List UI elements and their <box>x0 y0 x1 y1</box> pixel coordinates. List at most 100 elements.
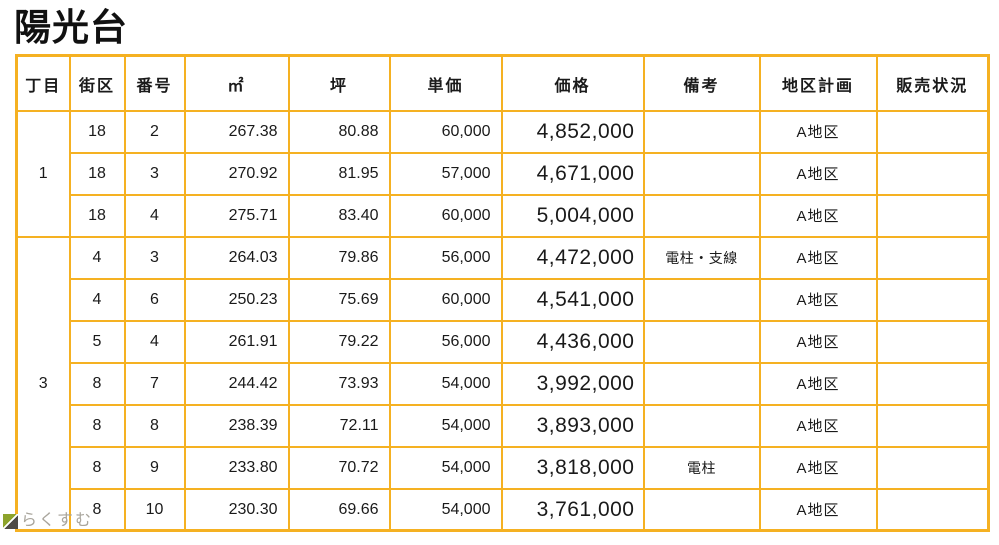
table-row: 8 10 230.30 69.66 54,000 3,761,000 A地区 <box>17 487 990 532</box>
cell-chome-group2: 3 <box>15 235 71 532</box>
cell-biko: 電柱 <box>642 445 761 490</box>
land-price-table: 丁目 街区 番号 ㎡ 坪 単価 価格 備考 地区計画 販売状況 1 18 2 2… <box>15 54 990 533</box>
cell-tsubo: 79.86 <box>287 235 391 280</box>
header-row: 丁目 街区 番号 ㎡ 坪 単価 価格 備考 地区計画 販売状況 <box>15 54 990 112</box>
cell-tsubo: 73.93 <box>287 361 391 406</box>
cell-gaiku: 18 <box>68 109 126 154</box>
cell-hanbai <box>875 193 990 238</box>
cell-tsubo: 83.40 <box>287 193 391 238</box>
table-row: 4 6 250.23 75.69 60,000 4,541,000 A地区 <box>17 277 990 322</box>
cell-gaiku: 8 <box>68 403 126 448</box>
cell-kakaku: 4,541,000 <box>500 277 645 322</box>
table-row: 18 3 270.92 81.95 57,000 4,671,000 A地区 <box>17 151 990 196</box>
cell-bango: 8 <box>123 403 186 448</box>
cell-tsubo: 81.95 <box>287 151 391 196</box>
cell-chiku: A地区 <box>758 193 878 238</box>
cell-chiku: A地区 <box>758 235 878 280</box>
table-row: 8 8 238.39 72.11 54,000 3,893,000 A地区 <box>17 403 990 448</box>
cell-chiku: A地区 <box>758 403 878 448</box>
cell-hanbai <box>875 487 990 532</box>
cell-m2: 267.38 <box>183 109 290 154</box>
cell-tanka: 56,000 <box>388 319 503 364</box>
cell-kakaku: 4,472,000 <box>500 235 645 280</box>
cell-tsubo: 70.72 <box>287 445 391 490</box>
cell-hanbai <box>875 151 990 196</box>
cell-chiku: A地区 <box>758 319 878 364</box>
cell-tanka: 54,000 <box>388 487 503 532</box>
cell-biko: 電柱・支線 <box>642 235 761 280</box>
cell-bango: 10 <box>123 487 186 532</box>
cell-gaiku: 5 <box>68 319 126 364</box>
cell-chiku: A地区 <box>758 277 878 322</box>
cell-biko <box>642 277 761 322</box>
cell-tsubo: 75.69 <box>287 277 391 322</box>
cell-m2: 238.39 <box>183 403 290 448</box>
table-row: 18 4 275.71 83.40 60,000 5,004,000 A地区 <box>17 193 990 238</box>
table-row: 3 4 3 264.03 79.86 56,000 4,472,000 電柱・支… <box>15 235 990 532</box>
cell-tanka: 54,000 <box>388 361 503 406</box>
cell-biko <box>642 361 761 406</box>
page-title: 陽光台 <box>14 7 128 48</box>
cell-m2: 233.80 <box>183 445 290 490</box>
cell-chiku: A地区 <box>758 151 878 196</box>
cell-biko <box>642 151 761 196</box>
cell-chiku: A地区 <box>758 487 878 532</box>
cell-hanbai <box>875 319 990 364</box>
cell-gaiku: 8 <box>68 487 126 532</box>
cell-tsubo: 79.22 <box>287 319 391 364</box>
cell-kakaku: 5,004,000 <box>500 193 645 238</box>
cell-m2: 270.92 <box>183 151 290 196</box>
col-header-biko: 備考 <box>642 54 761 112</box>
cell-tanka: 60,000 <box>388 277 503 322</box>
col-header-m2: ㎡ <box>183 54 290 112</box>
cell-biko <box>642 319 761 364</box>
cell-chiku: A地区 <box>758 445 878 490</box>
cell-gaiku: 18 <box>68 193 126 238</box>
cell-chiku: A地区 <box>758 109 878 154</box>
cell-kakaku: 3,761,000 <box>500 487 645 532</box>
cell-kakaku: 4,852,000 <box>500 109 645 154</box>
cell-tanka: 56,000 <box>388 235 503 280</box>
cell-bango: 9 <box>123 445 186 490</box>
cell-hanbai <box>875 445 990 490</box>
cell-tsubo: 80.88 <box>287 109 391 154</box>
cell-kakaku: 4,436,000 <box>500 319 645 364</box>
col-header-bango: 番号 <box>123 54 186 112</box>
cell-tanka: 60,000 <box>388 193 503 238</box>
cell-gaiku: 4 <box>68 277 126 322</box>
col-header-kakaku: 価格 <box>500 54 645 112</box>
cell-bango: 7 <box>123 361 186 406</box>
cell-chiku: A地区 <box>758 361 878 406</box>
table-row: 1 18 2 267.38 80.88 60,000 4,852,000 A地区 <box>15 109 990 238</box>
col-header-tanka: 単価 <box>388 54 503 112</box>
col-header-tsubo: 坪 <box>287 54 391 112</box>
cell-m2: 250.23 <box>183 277 290 322</box>
cell-biko <box>642 403 761 448</box>
cell-kakaku: 3,992,000 <box>500 361 645 406</box>
col-header-gaiku: 街区 <box>68 54 126 112</box>
cell-m2: 230.30 <box>183 487 290 532</box>
cell-tsubo: 69.66 <box>287 487 391 532</box>
cell-kakaku: 3,893,000 <box>500 403 645 448</box>
cell-bango: 3 <box>123 235 186 280</box>
cell-tanka: 60,000 <box>388 109 503 154</box>
cell-biko <box>642 109 761 154</box>
cell-kakaku: 3,818,000 <box>500 445 645 490</box>
cell-hanbai <box>875 403 990 448</box>
cell-tanka: 54,000 <box>388 445 503 490</box>
cell-tsubo: 72.11 <box>287 403 391 448</box>
cell-m2: 244.42 <box>183 361 290 406</box>
cell-tanka: 57,000 <box>388 151 503 196</box>
cell-chome-group1: 1 <box>15 109 71 238</box>
col-header-chome: 丁目 <box>15 54 71 112</box>
cell-bango: 3 <box>123 151 186 196</box>
cell-hanbai <box>875 277 990 322</box>
cell-bango: 2 <box>123 109 186 154</box>
cell-tanka: 54,000 <box>388 403 503 448</box>
cell-gaiku: 18 <box>68 151 126 196</box>
cell-hanbai <box>875 235 990 280</box>
cell-bango: 4 <box>123 319 186 364</box>
cell-hanbai <box>875 361 990 406</box>
col-header-chiku: 地区計画 <box>758 54 878 112</box>
cell-biko <box>642 487 761 532</box>
